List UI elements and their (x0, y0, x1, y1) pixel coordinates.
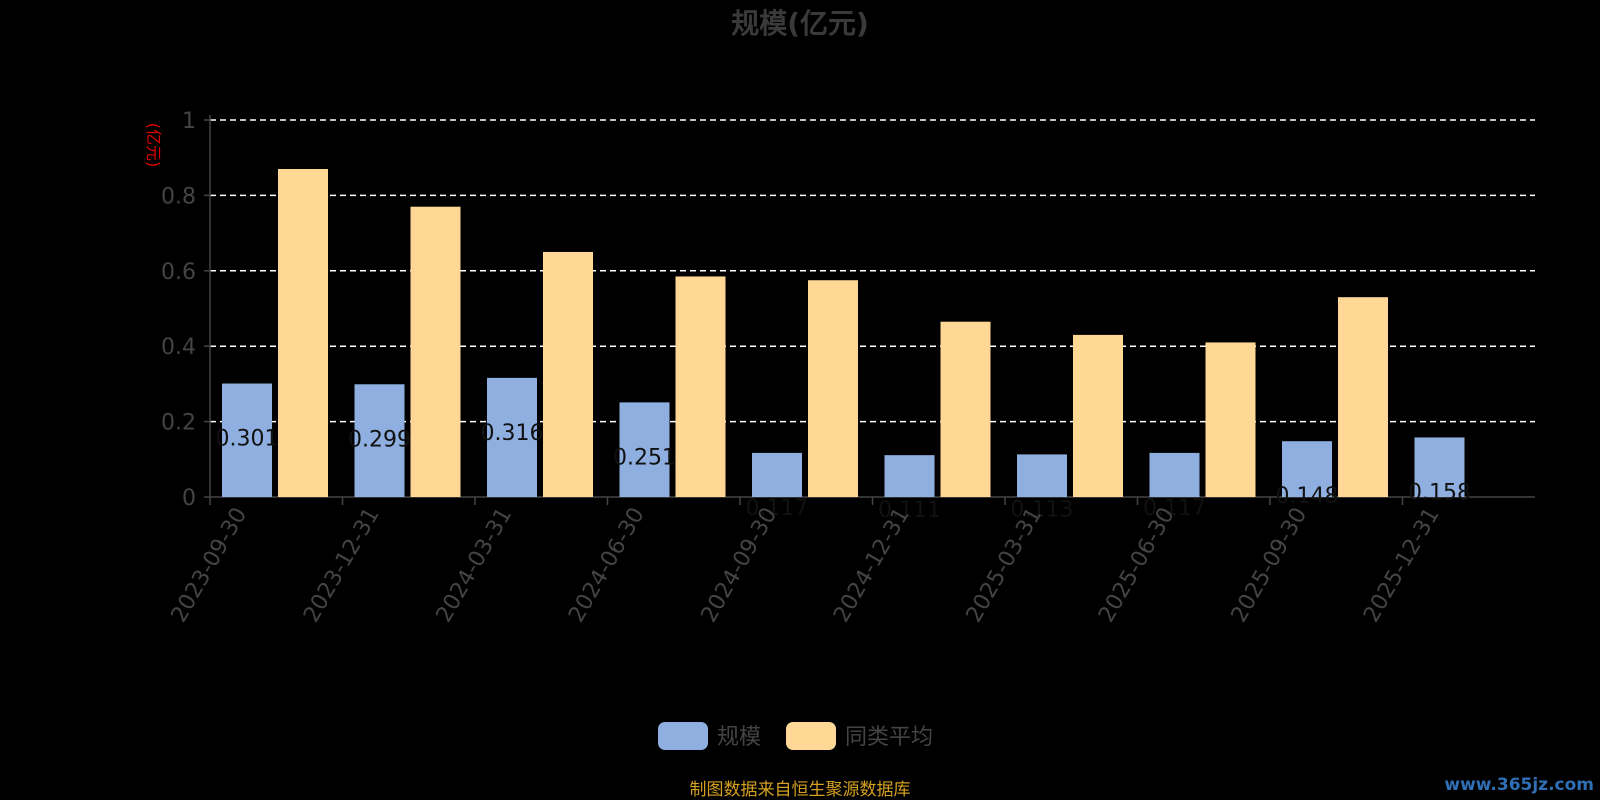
bar-peer-average[interactable] (675, 276, 726, 497)
data-label: 0.251 (613, 445, 676, 470)
bar-peer-average[interactable] (1073, 334, 1123, 497)
bar-peer-average[interactable] (1205, 342, 1256, 497)
data-label: 0.117 (746, 496, 809, 521)
y-tick-label: 1 (182, 109, 196, 134)
bar-peer-average[interactable] (278, 169, 328, 497)
data-label: 0.299 (348, 427, 411, 452)
bar-peer-average[interactable] (410, 206, 461, 497)
x-tick-label: 2024-03-31 (432, 504, 518, 627)
data-label: 0.117 (1143, 496, 1206, 521)
y-tick-label: 0 (182, 486, 196, 511)
data-source-note: 制图数据来自恒生聚源数据库 (690, 780, 911, 800)
x-tick-labels: 2023-09-30 2023-12-31 2024-03-31 2024-06-30… (167, 504, 1445, 627)
legend-swatch (658, 722, 708, 750)
data-label: 0.111 (878, 498, 941, 523)
bar-scale[interactable] (1414, 437, 1465, 497)
data-label: 0.316 (481, 421, 544, 446)
legend-item[interactable]: 规模 (658, 722, 761, 750)
data-label: 0.158 (1408, 480, 1471, 505)
legend[interactable]: 规模 同类平均 (658, 722, 933, 750)
x-tick-label: 2025-03-31 (962, 504, 1048, 627)
x-tick-label: 2024-06-30 (564, 504, 650, 627)
data-label: 0.113 (1011, 497, 1074, 522)
bars: 0.301 0.299 0.316 0.251 0.117 0.111 0.113 0.117… (216, 169, 1471, 523)
bar-peer-average[interactable] (543, 251, 593, 497)
legend-label: 同类平均 (845, 725, 933, 750)
bar-scale[interactable] (354, 384, 405, 497)
bar-scale[interactable] (222, 383, 272, 497)
y-tick-label: 0.6 (161, 260, 196, 285)
bar-peer-average[interactable] (808, 280, 858, 497)
legend-label: 规模 (717, 725, 761, 750)
bar-scale[interactable] (752, 452, 802, 497)
bar-scale[interactable] (1017, 454, 1067, 497)
bar-peer-average[interactable] (1338, 297, 1388, 497)
legend-swatch (786, 722, 836, 750)
legend-item[interactable]: 同类平均 (786, 722, 933, 750)
bar-scale[interactable] (487, 377, 537, 497)
x-tick-label: 2024-09-30 (697, 504, 783, 627)
bar-scale[interactable] (619, 402, 670, 497)
x-tick-label: 2024-12-31 (829, 504, 915, 627)
x-tick-label: 2025-12-31 (1359, 504, 1445, 627)
chart-title: 规模(亿元) (731, 7, 869, 40)
bar-scale[interactable] (884, 455, 935, 497)
bar-scale[interactable] (1149, 452, 1200, 497)
x-tick-label: 2023-12-31 (299, 504, 385, 627)
x-tick-label: 2025-09-30 (1227, 504, 1313, 627)
x-tick-label: 2023-09-30 (167, 504, 253, 627)
y-tick-label: 0.2 (161, 411, 196, 436)
bar-scale[interactable] (1282, 441, 1332, 497)
bar-peer-average[interactable] (940, 321, 991, 497)
watermark: www.365jz.com (1444, 775, 1594, 795)
y-tick-label: 0.8 (161, 184, 196, 209)
data-label: 0.301 (216, 427, 279, 452)
data-label: 0.148 (1276, 484, 1339, 509)
y-tick-label: 0.4 (161, 335, 196, 360)
x-tick-label: 2025-06-30 (1094, 504, 1180, 627)
y-axis-label: (亿元) (144, 123, 163, 168)
grid-lines (210, 119, 1535, 423)
